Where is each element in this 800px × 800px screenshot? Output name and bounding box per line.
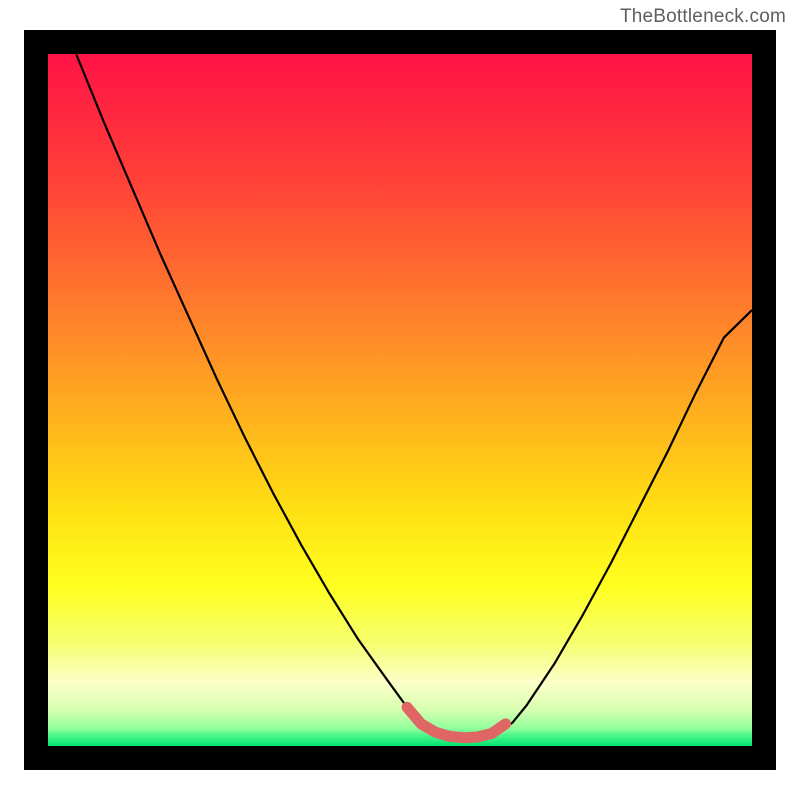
gradient-background <box>48 54 752 746</box>
bottleneck-chart <box>0 0 800 800</box>
chart-root: TheBottleneck.com <box>0 0 800 800</box>
attribution-text: TheBottleneck.com <box>620 6 786 28</box>
